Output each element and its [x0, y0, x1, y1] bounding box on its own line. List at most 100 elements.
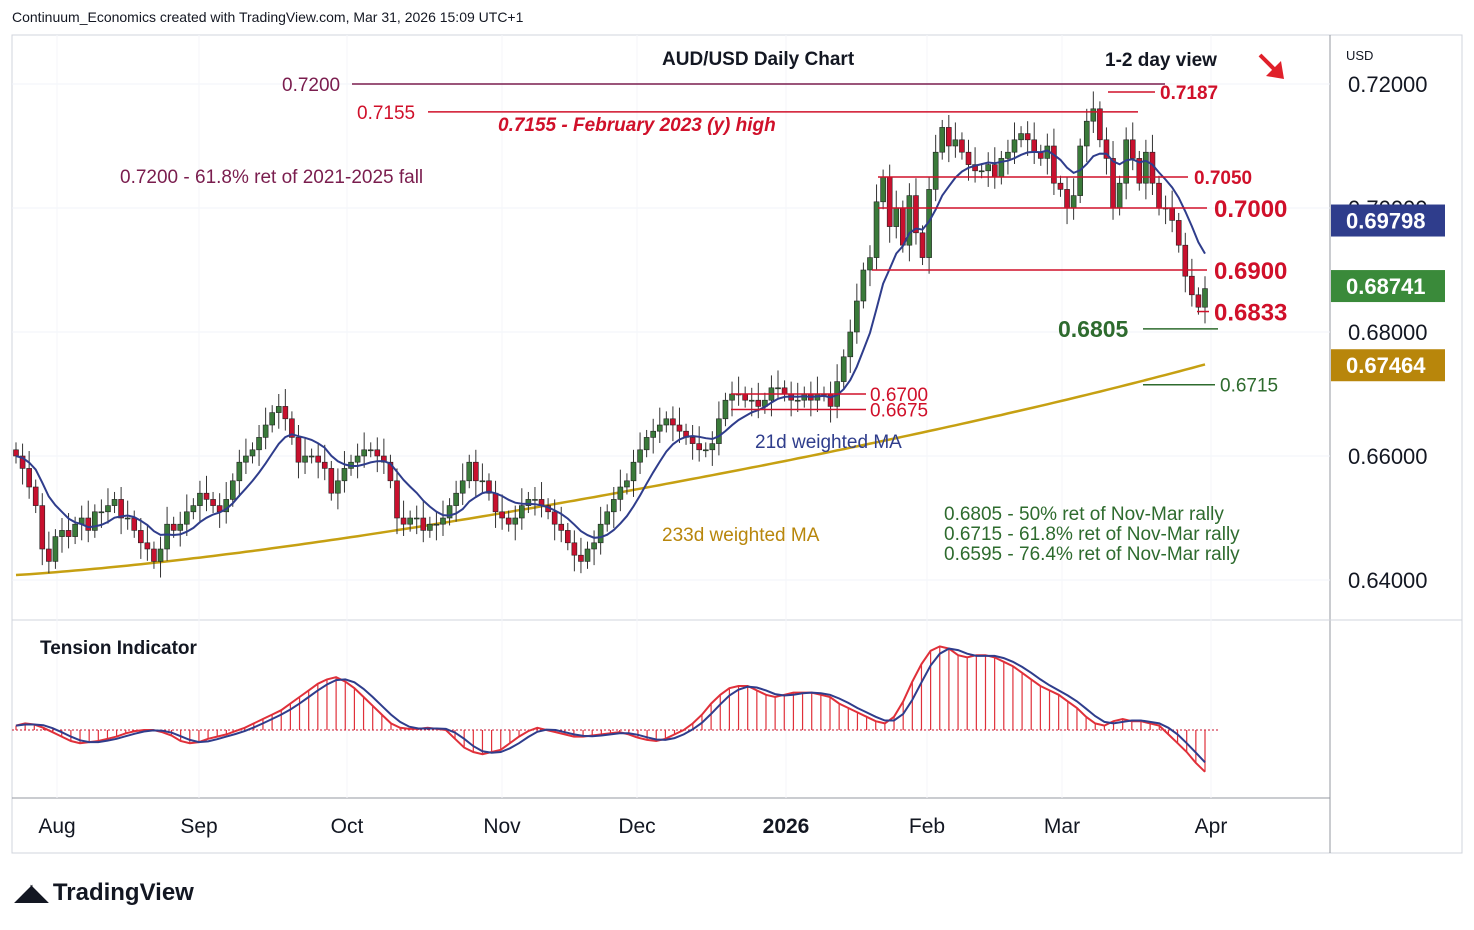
candle: [827, 381, 834, 423]
candle-body: [289, 418, 295, 438]
candle-body: [794, 399, 801, 402]
candle: [505, 510, 512, 532]
candle: [643, 429, 650, 458]
candle: [335, 468, 341, 510]
candle: [1156, 175, 1162, 216]
candle-body: [236, 461, 243, 482]
candle-body: [249, 449, 256, 457]
candle-body: [420, 517, 427, 531]
candle: [85, 500, 92, 543]
candle-body: [519, 505, 525, 519]
candle: [1051, 128, 1057, 195]
candle-body: [400, 517, 407, 525]
candle: [617, 469, 624, 512]
down-arrow-icon: [1258, 53, 1284, 79]
x-tick-label: 2026: [763, 815, 810, 838]
candle: [512, 505, 519, 541]
ma21-path: [15, 149, 1206, 539]
candle: [262, 407, 269, 450]
candle-body: [308, 455, 315, 458]
candle-body: [709, 443, 716, 451]
candle: [630, 449, 637, 497]
candle: [998, 150, 1005, 185]
candle-body: [775, 387, 781, 390]
candle-body: [860, 269, 867, 302]
candle: [427, 516, 433, 538]
candle-body: [302, 455, 308, 463]
candle: [249, 442, 256, 464]
candle-body: [1024, 133, 1031, 141]
candle-body: [847, 331, 854, 358]
candle-body: [748, 399, 755, 402]
candle: [1044, 133, 1051, 175]
candle-body: [387, 461, 394, 482]
candle: [775, 370, 781, 400]
candle: [39, 493, 46, 566]
candle: [729, 381, 735, 417]
candle: [696, 426, 702, 462]
candle-body: [1057, 182, 1064, 190]
candle: [275, 394, 282, 429]
candle-body: [1064, 189, 1070, 209]
candle: [965, 139, 972, 181]
candle-body: [111, 499, 118, 506]
candle-body: [190, 505, 197, 513]
candle-body: [118, 499, 124, 519]
candle-body: [407, 517, 413, 525]
candle-body: [427, 523, 433, 531]
ma233-path: [15, 363, 1206, 577]
tension-label: Tension Indicator: [40, 638, 198, 659]
candle: [400, 500, 407, 536]
price-tag-label: 0.69798: [1346, 209, 1426, 234]
candle: [637, 432, 643, 474]
level-label-0.7200: 0.7200: [282, 75, 340, 96]
candle: [709, 431, 716, 466]
candle-body: [98, 511, 105, 514]
candle: [111, 491, 118, 514]
candle-body: [656, 424, 663, 432]
candle: [197, 480, 203, 522]
candle-body: [755, 399, 762, 407]
candle: [190, 498, 197, 520]
candle: [571, 530, 578, 572]
candle-body: [893, 207, 900, 227]
candle: [538, 482, 545, 518]
candle-body: [670, 418, 676, 426]
tradingview-logo-icon: ◢◣: [14, 879, 49, 906]
candle-body: [991, 164, 998, 178]
candle: [735, 376, 742, 406]
candle-body: [610, 499, 617, 513]
candle: [32, 479, 39, 514]
candle: [565, 522, 571, 551]
candle-body: [637, 449, 643, 463]
tension-pane: Tension Indicator: [12, 638, 1218, 773]
tradingview-logo[interactable]: ◢◣ TradingView: [14, 878, 194, 907]
candle-body: [571, 542, 578, 556]
candle: [1005, 139, 1011, 175]
candle: [387, 454, 394, 489]
candle-body: [13, 449, 19, 457]
candle: [991, 147, 998, 189]
candle: [177, 511, 184, 547]
candle-body: [157, 548, 164, 562]
ma21-line: [15, 149, 1206, 539]
candle-body: [532, 499, 538, 501]
time-axis[interactable]: Aug Sep Oct Nov Dec 2026 Feb Mar Apr: [38, 815, 1227, 838]
candle-body: [1031, 139, 1038, 153]
candle-body: [676, 424, 683, 432]
candle: [755, 382, 762, 419]
levels: 0.7200 0.7155 0.7187 0.7050 0.7000 0.6900 0.68…: [282, 75, 1287, 422]
candle-body: [65, 530, 72, 537]
candle-body: [525, 499, 532, 506]
candle-body: [183, 511, 190, 525]
price-tag-box: [1331, 270, 1445, 303]
candle-body: [486, 480, 492, 494]
candle: [519, 488, 525, 530]
candle: [308, 448, 315, 464]
candle-body: [689, 437, 696, 444]
candle-body: [1103, 139, 1110, 159]
candle: [1018, 126, 1024, 148]
candle: [413, 505, 420, 535]
